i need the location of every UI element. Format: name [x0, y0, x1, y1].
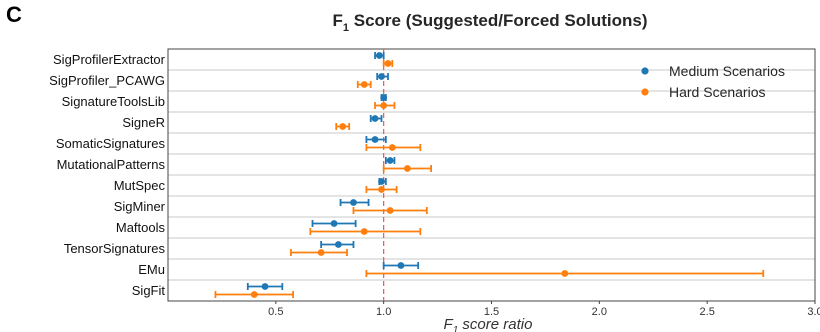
title-main: F — [333, 11, 343, 30]
category-label: SigMiner — [114, 199, 166, 214]
x-tick-label: 1.5 — [484, 306, 499, 318]
data-point — [360, 228, 368, 235]
data-point — [360, 81, 368, 88]
data-point — [317, 249, 325, 256]
legend-label: Medium Scenarios — [669, 63, 785, 79]
title-rest: Score (Suggested/Forced Solutions) — [349, 11, 647, 30]
category-label: TensorSignatures — [64, 241, 166, 256]
chart-title: F1 Score (Suggested/Forced Solutions) — [333, 11, 648, 34]
legend-marker — [641, 88, 649, 96]
data-point — [384, 60, 392, 67]
data-point — [378, 73, 385, 80]
data-point — [561, 270, 569, 277]
title-subscript: 1 — [343, 22, 349, 34]
legend-label: Hard Scenarios — [669, 84, 766, 100]
legend-marker — [641, 67, 649, 75]
xlabel-main: F — [444, 316, 454, 332]
panel-letter: C — [6, 2, 22, 27]
data-point — [378, 178, 385, 185]
data-point — [378, 186, 385, 193]
data-point — [339, 123, 347, 130]
data-point — [350, 199, 357, 206]
x-axis-label: F1 score ratio — [444, 316, 533, 332]
data-point — [386, 207, 394, 214]
legend: Medium Scenarios Hard Scenarios — [641, 63, 785, 100]
data-point — [371, 136, 379, 143]
data-point — [388, 144, 396, 151]
data-point — [380, 102, 388, 109]
x-tick-label: 1.0 — [376, 306, 391, 318]
x-tick-label: 2.0 — [592, 306, 607, 318]
data-point — [371, 115, 379, 122]
data-point — [397, 262, 405, 269]
category-label: SomaticSignatures — [56, 136, 166, 151]
data-point — [386, 157, 394, 164]
data-point — [250, 291, 258, 298]
data-point — [380, 94, 388, 101]
xlabel-subscript: 1 — [453, 325, 459, 332]
category-label: SigProfiler_PCAWG — [49, 73, 165, 88]
category-label: MutSpec — [114, 178, 166, 193]
category-label: Maftools — [116, 220, 166, 235]
x-tick-label: 0.5 — [268, 306, 283, 318]
category-label: MutationalPatterns — [57, 157, 166, 172]
category-label: SigFit — [132, 283, 166, 298]
x-tick-label: 2.5 — [700, 306, 715, 318]
data-point — [334, 241, 342, 248]
data-point — [330, 220, 338, 227]
category-label: SigProfilerExtractor — [53, 52, 166, 67]
data-point — [375, 52, 383, 59]
category-label: SignatureToolsLib — [62, 94, 165, 109]
category-label: EMu — [138, 262, 165, 277]
x-tick-label: 3.0 — [807, 306, 820, 318]
category-label: SigneR — [122, 115, 165, 130]
data-point — [261, 283, 269, 290]
xlabel-rest: score ratio — [458, 316, 532, 332]
data-point — [403, 165, 411, 172]
